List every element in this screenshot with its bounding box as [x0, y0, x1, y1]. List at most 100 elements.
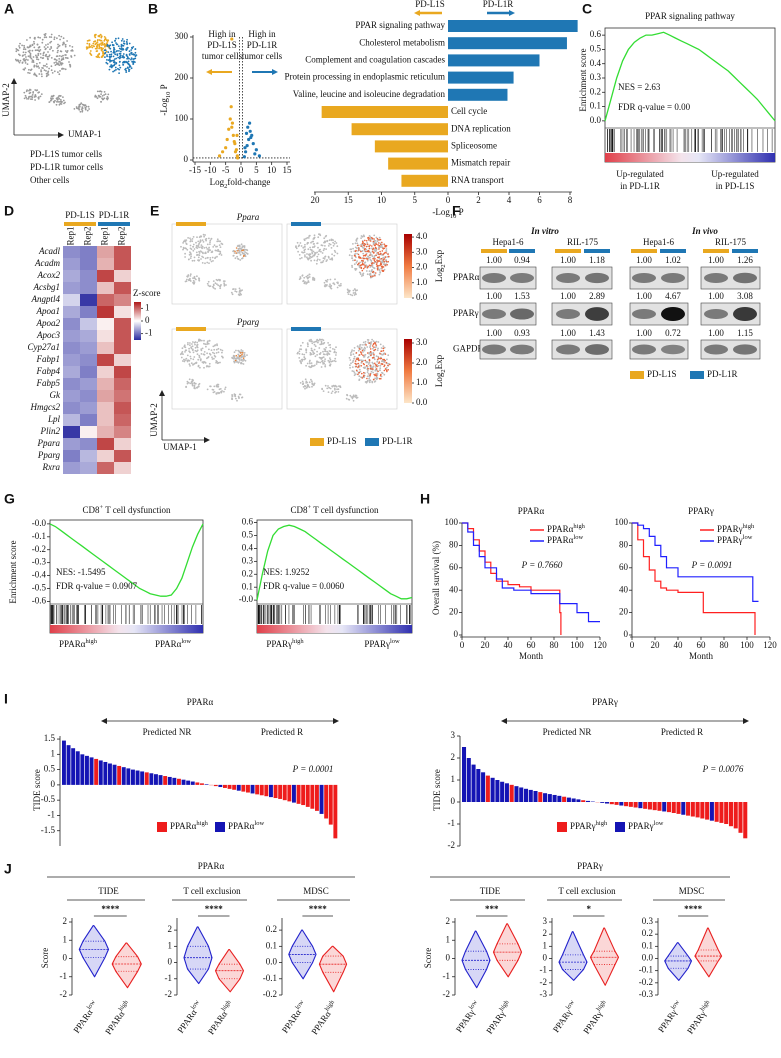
cell-dot — [53, 62, 56, 64]
cell-dot — [193, 248, 196, 250]
cell-dot — [209, 241, 211, 244]
cell-dot — [125, 40, 128, 43]
cell-dot — [325, 260, 328, 262]
x-tick-label: 0 — [630, 640, 635, 650]
y-tick-label: 0.0 — [642, 953, 654, 963]
cell-dot — [235, 354, 238, 357]
cell-dot — [96, 47, 98, 50]
cell-dot — [60, 103, 63, 105]
cell-dot — [186, 275, 189, 278]
cell-dot — [118, 64, 121, 67]
cell-dot — [319, 352, 322, 354]
y-tick-label: -1 — [448, 818, 456, 828]
plot-title: T cell exclusion — [558, 886, 616, 896]
heat-cell — [97, 282, 114, 294]
chart-title-part: CD8 — [82, 505, 100, 515]
cell-dot — [358, 262, 360, 265]
axis-label: Up-regulated — [616, 169, 664, 179]
cell-dot — [234, 257, 237, 260]
bar — [255, 784, 260, 795]
cell-dot — [384, 251, 386, 254]
cell-dot — [197, 365, 200, 368]
cell-dot — [313, 234, 316, 237]
cell-dot — [21, 62, 24, 64]
cell-dot — [24, 53, 26, 56]
plot-title: T cell exclusion — [183, 886, 241, 896]
cell-dot — [299, 360, 302, 363]
cell-dot — [198, 252, 201, 254]
colorbar-tick: 0.0 — [416, 397, 428, 407]
cell-dot — [89, 46, 92, 48]
cell-dot — [101, 95, 104, 97]
cell-dot — [300, 245, 303, 247]
cell-dot — [366, 259, 369, 262]
volcano-point — [247, 121, 252, 125]
cell-dot — [380, 350, 383, 353]
cell-dot — [385, 369, 388, 372]
cell-dot — [224, 388, 226, 390]
heat-cell — [114, 318, 131, 330]
blot-band — [482, 309, 506, 319]
cell-dot — [351, 264, 353, 267]
category-label: Cholesterol metabolism — [359, 37, 445, 47]
cell-dot — [233, 351, 236, 354]
cell-dot — [188, 347, 191, 350]
cell-dot — [202, 233, 205, 236]
cell-dot — [24, 67, 27, 69]
group-label-part: low — [390, 638, 400, 645]
bar — [223, 784, 227, 788]
group-label: PPARαlow — [155, 638, 191, 649]
legend-label-part: PPARγ — [717, 535, 743, 545]
cell-dot — [40, 70, 43, 73]
legend-label-part: PPARγ — [717, 524, 743, 534]
cell-dot — [218, 278, 220, 281]
cell-dot — [123, 42, 126, 45]
y-tick-label: 0 — [184, 154, 189, 164]
bar — [301, 784, 306, 806]
y-tick-label: 0.6 — [242, 517, 254, 527]
cell-dot — [384, 368, 387, 370]
axis-title: Month — [689, 651, 714, 661]
cell-dot — [240, 351, 242, 354]
cell-dot — [299, 382, 302, 384]
cell-dot — [358, 359, 360, 362]
cell-dot — [28, 51, 31, 54]
cell-dot — [350, 396, 353, 398]
cell-dot — [43, 51, 45, 54]
cell-dot — [310, 349, 313, 352]
cell-dot — [122, 44, 124, 47]
cell-dot — [189, 342, 191, 344]
cell-dot — [361, 235, 364, 238]
group-label-part: PPARα — [309, 1009, 332, 1037]
cell-dot — [213, 344, 216, 347]
cell-dot — [130, 49, 133, 51]
condition-label: In vivo — [691, 226, 718, 236]
cell-dot — [351, 255, 353, 257]
cell-dot — [209, 239, 212, 242]
cell-dot — [315, 340, 318, 343]
cell-dot — [60, 35, 63, 38]
cell-dot — [33, 46, 36, 49]
cell-dot — [47, 43, 49, 45]
cell-dot — [326, 284, 328, 286]
cell-dot — [186, 354, 189, 357]
cell-dot — [351, 361, 354, 364]
cell-dot — [307, 242, 310, 244]
cell-dot — [380, 257, 383, 260]
cell-dot — [43, 46, 46, 48]
cell-dot — [375, 364, 378, 367]
cell-dot — [376, 237, 379, 240]
cell-dot — [204, 262, 206, 265]
cell-dot — [311, 380, 313, 383]
cell-dot — [132, 46, 135, 48]
cell-dot — [313, 278, 316, 280]
cell-dot — [385, 361, 388, 364]
cell-dot — [313, 343, 316, 346]
cell-dot — [333, 359, 336, 362]
cell-dot — [47, 70, 50, 73]
cell-dot — [96, 50, 99, 52]
cell-dot — [75, 106, 78, 108]
cell-dot — [243, 359, 246, 361]
cell-dot — [197, 259, 199, 262]
cell-dot — [189, 344, 191, 347]
